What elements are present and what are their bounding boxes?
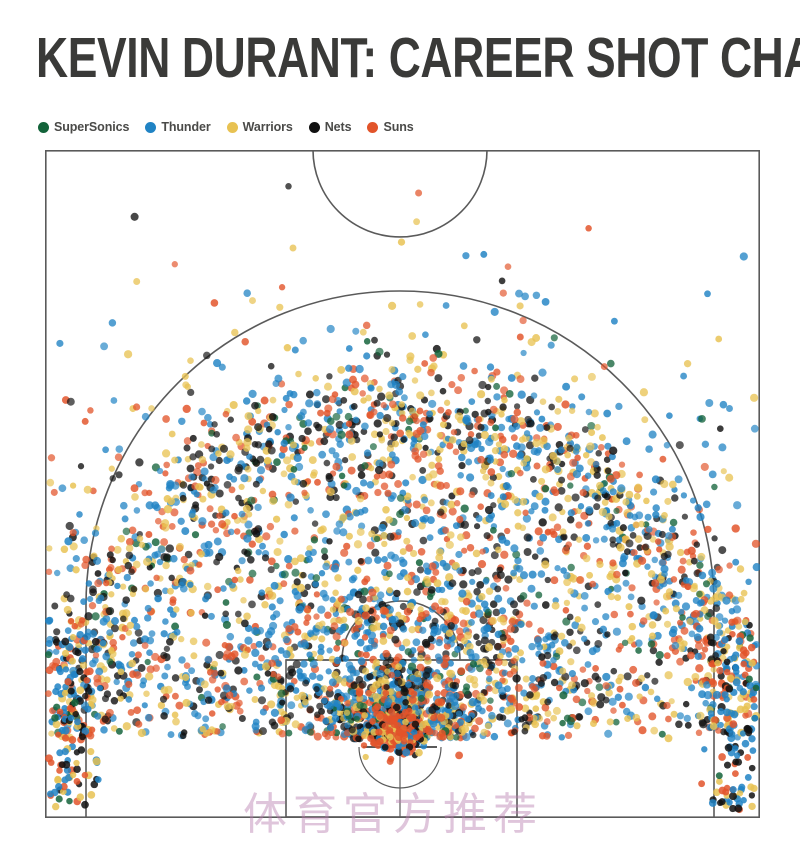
legend-item-label: Nets: [324, 120, 352, 134]
legend-item-suns[interactable]: Suns: [367, 120, 414, 134]
court-lines: [45, 150, 760, 818]
legend-item-label: Suns: [383, 120, 414, 134]
legend-item-thunder[interactable]: Thunder: [145, 120, 211, 134]
legend: SuperSonics Thunder Warriors Nets Suns: [38, 117, 414, 137]
legend-swatch-icon: [226, 121, 238, 133]
legend-item-warriors[interactable]: Warriors: [226, 120, 293, 134]
legend-swatch-icon: [308, 121, 320, 133]
legend-item-label: Warriors: [242, 120, 293, 134]
legend-item-label: SuperSonics: [54, 120, 130, 134]
court-plot-area: [45, 150, 760, 818]
legend-item-nets[interactable]: Nets: [308, 120, 352, 134]
page-title: KEVIN DURANT: CAREER SHOT CHART: [36, 26, 800, 90]
legend-swatch-icon: [367, 121, 379, 133]
legend-item-label: Thunder: [161, 120, 211, 134]
legend-item-supersonics[interactable]: SuperSonics: [38, 120, 129, 134]
legend-swatch-icon: [145, 121, 157, 133]
legend-swatch-icon: [38, 121, 49, 133]
